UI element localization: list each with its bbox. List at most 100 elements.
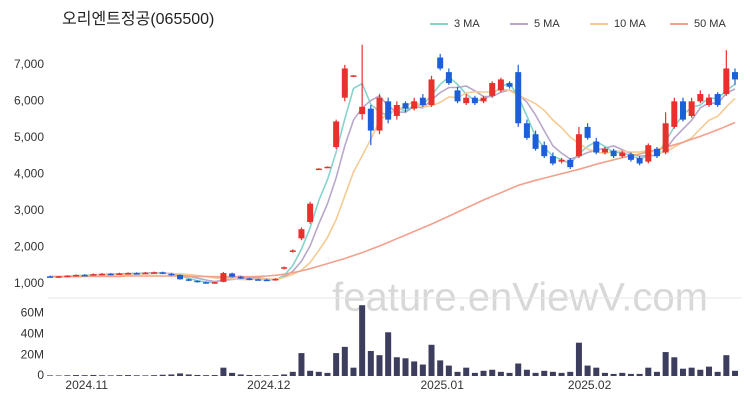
volume-bar [194,374,201,376]
volume-bar [506,372,513,376]
volume-bar [220,367,227,376]
volume-bar [142,375,149,376]
candle-body [732,72,738,80]
volume-bar [107,375,114,376]
candle-body [281,267,288,269]
candle-body [359,106,366,115]
volume-bar [393,357,400,376]
volume-bar [679,368,686,376]
volume-bar [289,371,296,376]
candle-body [454,90,461,102]
volume-bar [99,375,106,376]
x-tick-label: 2025.01 [420,378,464,392]
y-tick-label: 3,000 [14,203,44,217]
volume-bar [671,357,678,376]
candle-body [575,134,582,157]
volume-bar [64,375,71,376]
candle-body [107,273,114,276]
volume-bar [558,372,565,376]
candle-body [506,83,513,87]
candle-body [532,134,539,149]
volume-bar [246,374,253,376]
volume-bar [445,365,452,376]
volume-bar [714,371,721,376]
candle-body [47,276,53,278]
candle-body [116,273,123,275]
candle-body [497,79,504,91]
volume-bar [73,375,80,376]
y-tick-label: 4,000 [14,167,44,181]
y-tick-label: 6,000 [14,94,44,108]
candle-body [298,229,305,239]
candle-body [541,145,548,157]
legend-label: 10 MA [614,18,646,30]
volume-bar [177,373,184,376]
volume-tick-label: 60M [21,306,44,320]
candle-body [333,121,340,148]
candle-body [463,97,470,104]
volume-tick-label: 40M [21,327,44,341]
volume-bar [567,371,574,376]
candle-body [610,150,617,157]
legend-label: 3 MA [454,18,480,30]
volume-bar [90,374,97,376]
volume-bar [307,370,314,376]
candle-body [471,97,478,104]
candle-body [723,68,730,95]
candle-body [619,152,626,157]
candle-body [679,101,686,120]
volume-bar [497,371,504,376]
candle-body [315,168,322,171]
volume-bar [463,367,470,376]
candle-body [411,101,418,109]
candle-body [324,166,331,169]
candle-body [211,282,218,284]
candle-body [636,157,643,164]
candle-body [601,148,608,153]
volume-bar [350,367,357,376]
volume-bar [419,364,426,376]
x-tick-label: 2025.02 [568,378,612,392]
candle-body [159,272,166,274]
volume-bar [489,369,496,376]
candle-body [489,83,496,96]
volume-bar [593,367,600,376]
chart-title: 오리엔트정공(065500) [62,10,214,28]
candle-body [653,148,660,157]
candle-body [688,101,695,116]
volume-bar [376,355,383,376]
volume-bar [272,375,279,376]
volume-bar [636,373,643,376]
ma-line [50,121,736,278]
volume-bar [402,358,409,376]
volume-bar [211,375,218,376]
volume-bar [168,374,175,376]
volume-bar [549,371,556,376]
candle-body [307,203,314,222]
candle-body [246,278,253,281]
volume-bar [367,351,374,376]
candle-body [523,123,530,138]
volume-bar [133,375,140,376]
volume-bar [203,375,210,376]
volume-bar [471,372,478,376]
candle-body [350,75,357,77]
candle-body [705,97,712,105]
candle-body [627,154,634,160]
candle-body [55,276,62,278]
volume-bar [359,305,366,376]
candle-body [220,273,227,282]
candle-body [549,156,556,164]
candle-body [714,94,721,105]
volume-bar [732,370,738,376]
volume-bar [575,342,582,376]
candle-body [237,276,244,279]
volume-bar [315,371,322,376]
candle-body [376,97,383,131]
volume-bar [385,332,392,376]
candle-body [99,273,106,276]
volume-bar [281,374,288,376]
volume-bar [454,371,461,376]
candle-body [393,105,400,116]
volume-bar [653,371,660,376]
